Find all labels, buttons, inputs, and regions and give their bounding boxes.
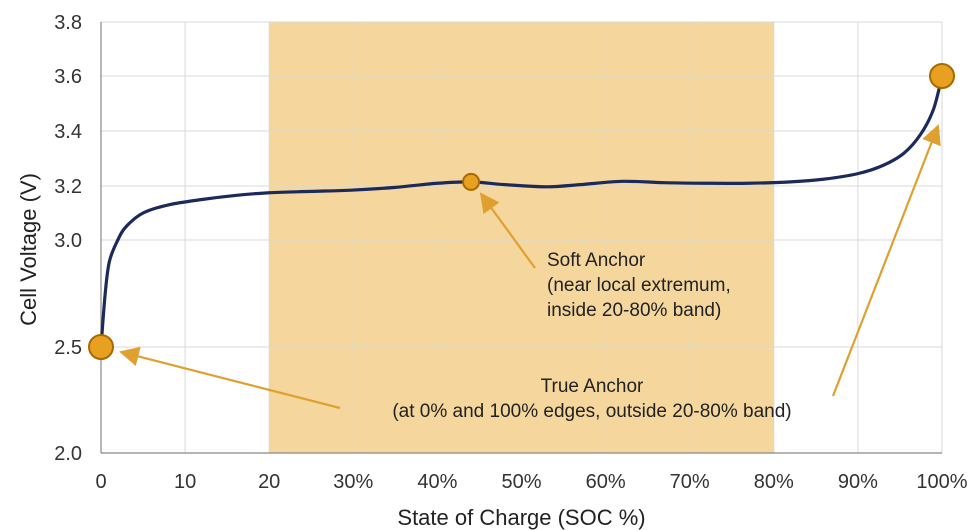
- x-tick-label: 80%: [754, 471, 794, 493]
- y-tick-label: 3.4: [54, 121, 82, 143]
- y-tick-label: 2.0: [54, 443, 82, 465]
- true-anchor-label: True Anchor: [541, 376, 644, 397]
- x-tick-label: 10: [174, 471, 196, 493]
- y-tick-label: 2.5: [54, 337, 82, 359]
- voltage-curve: [99, 74, 944, 349]
- soft-anchor-label: (near local extremum,: [547, 275, 731, 296]
- y-tick-label: 3.6: [54, 66, 82, 88]
- soft-anchor-arrow: [479, 192, 536, 269]
- true-anchor-arrow-right: [831, 124, 941, 397]
- true-anchor-arrow-left: [119, 346, 341, 410]
- x-tick-label: 0: [95, 471, 106, 493]
- x-tick-label: 50%: [501, 471, 541, 493]
- x-axis-label: State of Charge (SOC %): [397, 505, 645, 530]
- y-tick-label: 3.8: [54, 12, 82, 34]
- soft-anchor-marker: [462, 172, 481, 191]
- x-tick-label: 40%: [417, 471, 457, 493]
- x-tick-label: 70%: [670, 471, 710, 493]
- true-anchor-label: (at 0% and 100% edges, outside 20-80% ba…: [392, 401, 791, 422]
- x-tick-label: 100%: [916, 471, 967, 493]
- true-anchor-marker: [88, 334, 114, 360]
- x-tick-label: 20: [258, 471, 280, 493]
- x-tick-label: 30%: [333, 471, 373, 493]
- soft-anchor-label: inside 20-80% band): [547, 300, 721, 321]
- true-anchor-marker: [929, 63, 955, 89]
- y-tick-label: 3.0: [54, 230, 82, 252]
- x-tick-label: 60%: [586, 471, 626, 493]
- x-tick-label: 90%: [838, 471, 878, 493]
- y-tick-label: 3.2: [54, 176, 82, 198]
- soft-anchor-label: Soft Anchor: [547, 250, 646, 271]
- y-axis-label: Cell Voltage (V): [16, 173, 41, 326]
